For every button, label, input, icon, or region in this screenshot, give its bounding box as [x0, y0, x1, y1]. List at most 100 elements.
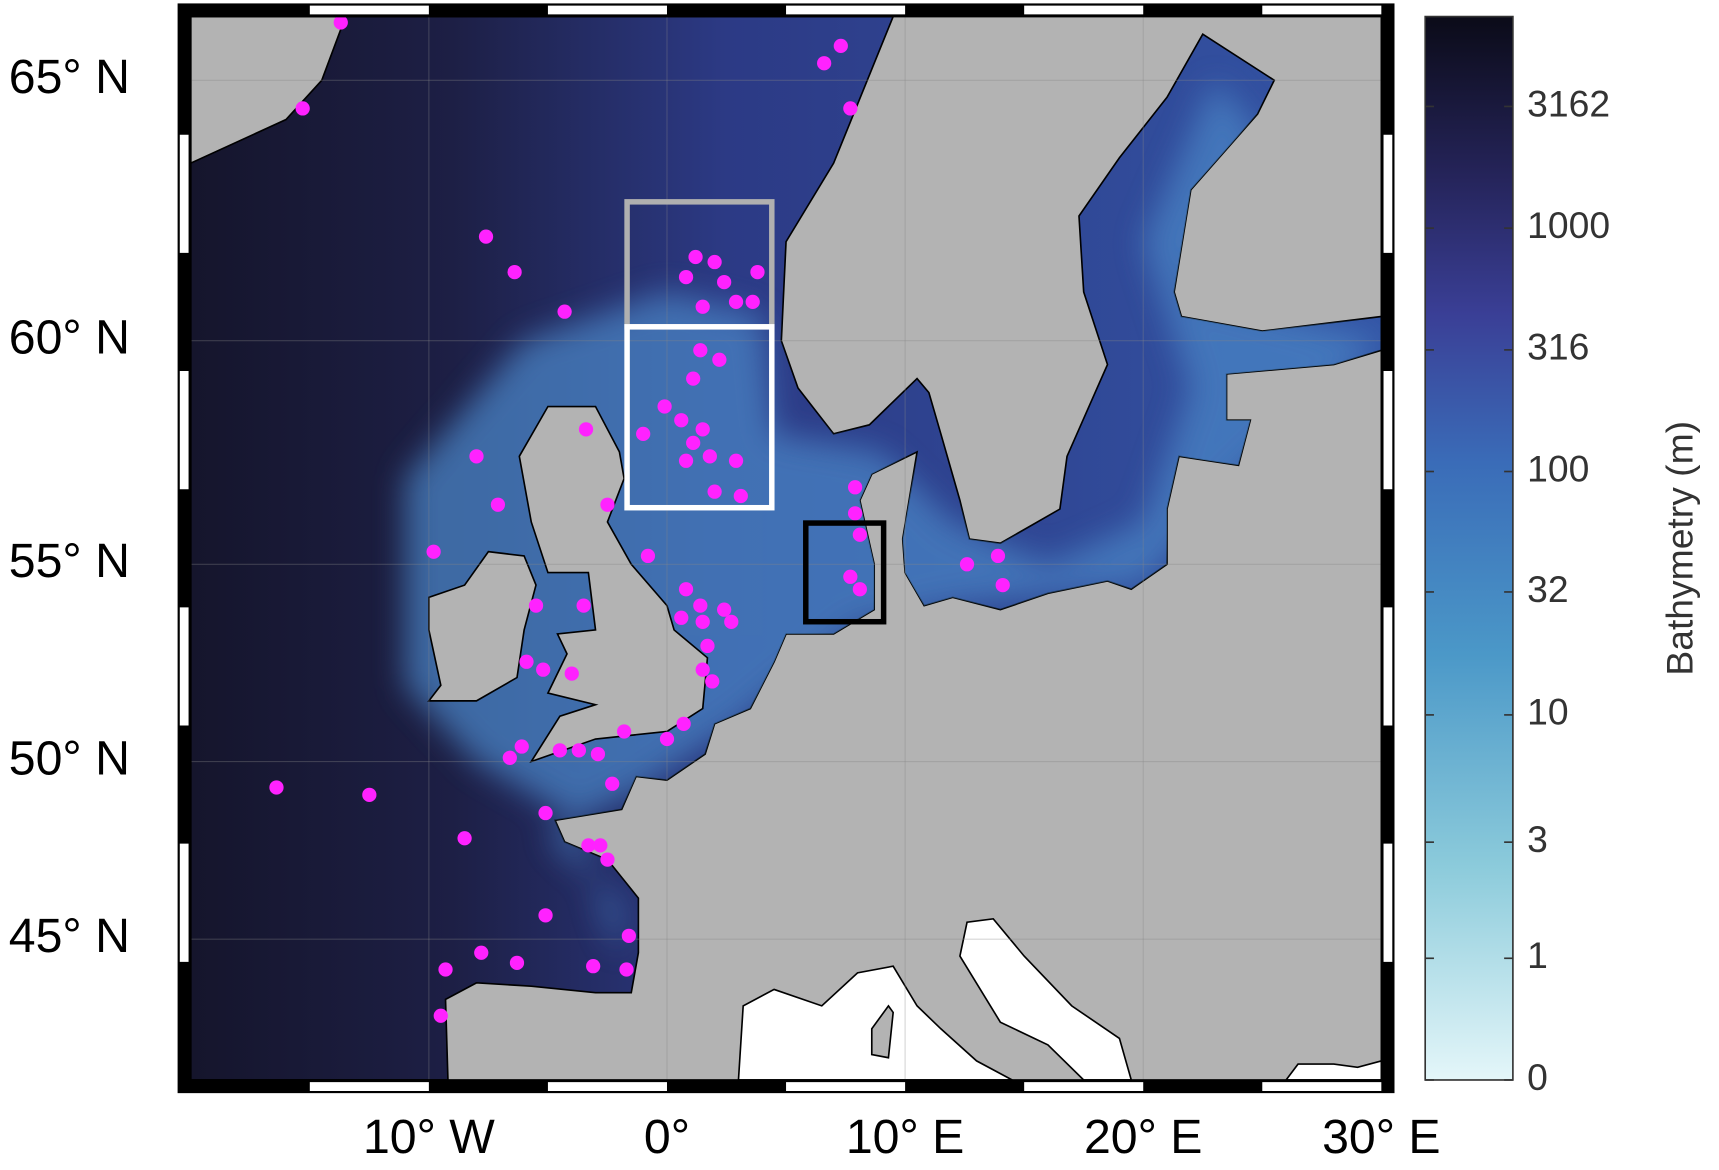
station-point — [657, 399, 672, 414]
station-point — [717, 274, 732, 290]
station-point — [702, 449, 717, 464]
station-point — [852, 527, 867, 542]
y-tick-label: 60° N — [9, 310, 130, 364]
station-point — [843, 569, 858, 584]
station-point — [295, 101, 310, 116]
station-point — [695, 614, 710, 629]
station-point — [852, 582, 867, 597]
station-point — [847, 480, 863, 495]
x-tick-label: 20° E — [1084, 1110, 1202, 1164]
station-point — [619, 962, 634, 977]
station-point — [536, 662, 551, 677]
corsica — [870, 1004, 895, 1059]
station-point — [600, 852, 615, 867]
colorbar — [1424, 15, 1514, 1081]
station-point — [474, 945, 489, 960]
y-tick-label: 45° N — [9, 909, 130, 963]
y-tick-label: 55° N — [9, 534, 130, 588]
station-point — [590, 746, 606, 762]
station-point — [509, 955, 525, 970]
x-tick-label: 30° E — [1322, 1110, 1440, 1164]
mediterranean — [959, 917, 1133, 1080]
colorbar-tick-label: 32 — [1527, 568, 1568, 610]
station-point — [514, 739, 529, 754]
region-box-black — [803, 520, 887, 625]
station-point — [269, 780, 284, 795]
station-point — [469, 449, 484, 464]
station-point — [538, 805, 553, 821]
station-point — [576, 598, 591, 613]
overlay — [177, 3, 1395, 1094]
station-point — [995, 577, 1010, 593]
station-point — [502, 750, 517, 765]
station-point — [519, 654, 534, 669]
station-point — [686, 435, 701, 451]
station-point — [686, 371, 701, 386]
map-area — [190, 16, 1382, 1080]
station-point — [528, 598, 544, 613]
station-point — [705, 674, 720, 689]
station-point — [750, 264, 765, 280]
station-point — [674, 413, 689, 428]
station-point — [728, 294, 744, 309]
station-point — [621, 928, 637, 943]
station-point — [959, 557, 975, 572]
colorbar-tick-label: 0 — [1527, 1056, 1548, 1098]
station-point — [636, 426, 651, 441]
station-point — [433, 1008, 448, 1023]
station-point — [564, 666, 579, 681]
station-point — [707, 484, 722, 499]
station-point — [659, 731, 675, 747]
station-point — [745, 294, 760, 309]
station-point — [674, 610, 689, 625]
station-point — [724, 614, 739, 629]
station-point — [695, 422, 710, 437]
landmass — [427, 550, 537, 702]
station-point — [733, 488, 748, 504]
station-point — [640, 548, 656, 564]
colorbar-tick-label: 1000 — [1527, 204, 1610, 246]
station-point — [693, 343, 708, 358]
station-point — [707, 254, 722, 270]
colorbar-tick-label: 3162 — [1527, 82, 1610, 124]
station-point — [847, 506, 863, 521]
station-point — [676, 716, 691, 731]
station-point — [678, 453, 694, 468]
station-point — [695, 662, 710, 677]
x-tick-label: 10° W — [363, 1110, 495, 1164]
station-point — [678, 269, 694, 285]
station-point — [538, 908, 553, 923]
region-box-white — [624, 324, 775, 511]
station-point — [728, 453, 744, 468]
station-point — [578, 422, 594, 437]
colorbar-tick-label: 316 — [1527, 326, 1589, 368]
station-point — [700, 638, 715, 654]
station-point — [571, 743, 587, 758]
colorbar-tick-label: 100 — [1527, 447, 1589, 489]
station-point — [617, 724, 632, 739]
station-point — [362, 787, 377, 802]
station-point — [552, 743, 567, 758]
station-point — [688, 249, 703, 265]
mediterranean — [1285, 1060, 1382, 1080]
station-point — [490, 497, 506, 512]
station-point — [557, 304, 572, 319]
station-point — [843, 101, 858, 116]
colorbar-tick-label: 1 — [1527, 934, 1548, 976]
station-point — [717, 602, 732, 617]
x-tick-label: 0° — [644, 1110, 690, 1164]
station-point — [600, 497, 615, 512]
x-tick-label: 10° E — [846, 1110, 964, 1164]
station-point — [605, 776, 620, 791]
station-point — [678, 582, 694, 597]
y-tick-label: 65° N — [9, 50, 130, 104]
station-point — [990, 548, 1006, 564]
station-point — [457, 831, 472, 846]
colorbar-tick-label: 3 — [1527, 818, 1548, 860]
y-tick-label: 50° N — [9, 731, 130, 785]
station-point — [438, 962, 453, 977]
station-point — [593, 838, 608, 853]
station-point — [693, 598, 708, 613]
